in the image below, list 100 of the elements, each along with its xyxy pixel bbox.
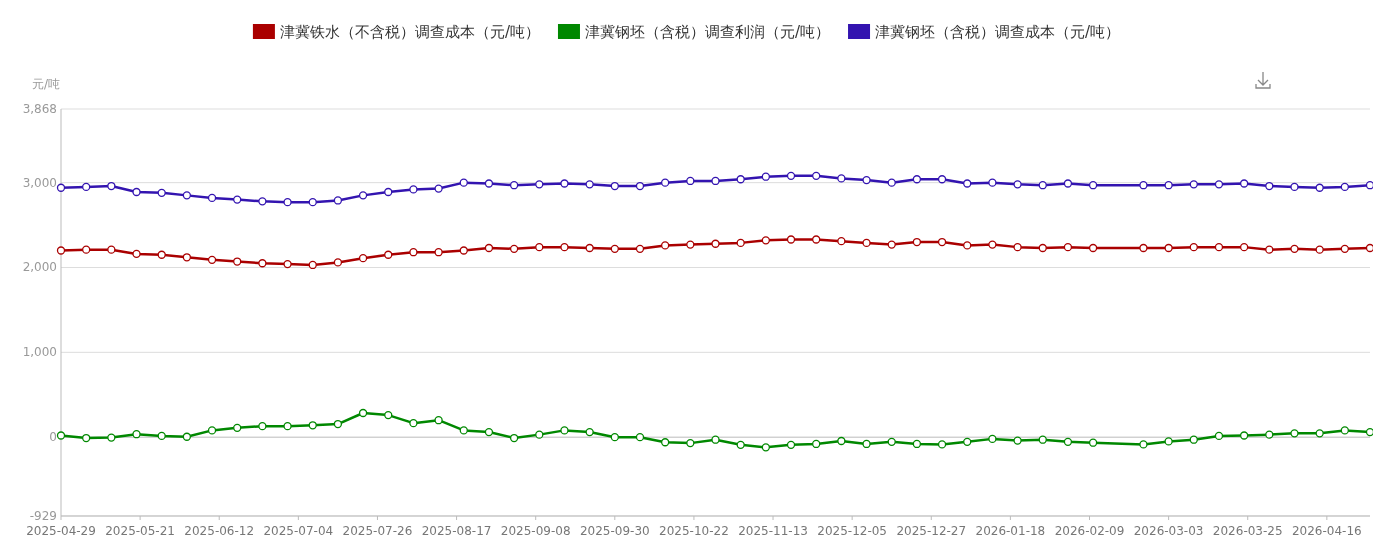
- point: [484, 427, 494, 437]
- point: [56, 183, 66, 192]
- point: [560, 242, 569, 252]
- point: [157, 250, 166, 259]
- x-tick-label: 2025-12-05: [817, 524, 888, 538]
- point: [1139, 243, 1148, 253]
- x-tick-label: 2025-09-08: [500, 524, 571, 538]
- point: [1290, 182, 1299, 192]
- legend-label: 津冀铁水（不含税）调查成本（元/吨）: [279, 23, 540, 41]
- point: [635, 244, 645, 253]
- point: [384, 410, 393, 420]
- x-tick-label: 2025-04-29: [26, 524, 96, 538]
- point: [1063, 437, 1073, 446]
- point: [1315, 183, 1324, 192]
- point: [862, 175, 871, 185]
- point: [258, 259, 267, 268]
- point: [1340, 244, 1349, 253]
- point: [736, 440, 745, 449]
- x-tick-label: 2025-07-26: [342, 524, 413, 538]
- point: [988, 178, 997, 187]
- point: [812, 439, 821, 449]
- point: [308, 421, 317, 430]
- point: [1013, 180, 1022, 189]
- point: [258, 197, 267, 206]
- x-tick-label: 2026-03-25: [1212, 524, 1283, 538]
- point: [207, 255, 217, 264]
- point: [283, 422, 292, 431]
- point: [887, 240, 896, 249]
- point: [661, 438, 670, 447]
- point: [484, 243, 494, 253]
- point: [409, 248, 418, 257]
- x-tick-label: 2025-05-21: [105, 524, 175, 538]
- point: [585, 243, 594, 253]
- y-tick-label: 3,000: [22, 175, 57, 190]
- point: [1340, 426, 1349, 435]
- point: [1365, 243, 1373, 253]
- point: [610, 244, 619, 253]
- point: [1239, 431, 1249, 440]
- point: [711, 435, 720, 444]
- point: [585, 427, 594, 437]
- point: [937, 237, 947, 247]
- point: [1265, 181, 1274, 191]
- point: [761, 443, 770, 452]
- x-tick-label: 2026-01-18: [975, 524, 1046, 538]
- point: [409, 185, 418, 194]
- y-tick-label: 0: [49, 430, 57, 445]
- point: [132, 249, 141, 259]
- x-tick-label: 2025-08-17: [421, 524, 492, 538]
- point: [384, 250, 393, 259]
- point: [1088, 181, 1098, 190]
- point: [1139, 181, 1148, 190]
- point: [434, 248, 443, 257]
- point: [459, 426, 468, 435]
- point: [484, 179, 494, 188]
- point: [358, 408, 368, 418]
- point: [610, 433, 619, 442]
- point: [182, 432, 192, 441]
- point: [333, 258, 343, 267]
- point: [82, 245, 91, 254]
- point: [1315, 429, 1324, 438]
- y-tick-label: 3,868: [22, 102, 57, 116]
- point: [1265, 245, 1274, 254]
- point: [333, 196, 343, 205]
- point: [761, 172, 770, 181]
- point: [459, 178, 468, 187]
- point: [233, 195, 242, 204]
- point: [1013, 242, 1022, 252]
- point: [56, 246, 66, 255]
- point: [157, 188, 166, 197]
- point: [1189, 435, 1198, 444]
- point: [862, 439, 871, 449]
- point: [686, 438, 695, 448]
- point: [963, 437, 972, 446]
- point: [1063, 179, 1073, 188]
- point: [107, 181, 116, 191]
- point: [182, 253, 192, 262]
- point: [912, 237, 922, 247]
- point: [1365, 181, 1373, 190]
- point: [560, 179, 569, 188]
- point: [862, 238, 871, 248]
- point: [686, 240, 695, 249]
- point: [1365, 427, 1373, 437]
- point: [1038, 181, 1047, 190]
- point: [1088, 243, 1098, 253]
- y-tick-label: -929: [29, 509, 57, 523]
- point: [786, 235, 796, 244]
- point: [384, 187, 393, 197]
- point: [308, 198, 317, 207]
- point: [459, 246, 468, 255]
- point: [711, 239, 720, 248]
- point: [1164, 243, 1173, 253]
- point: [333, 419, 343, 429]
- point: [661, 241, 670, 250]
- point: [207, 426, 217, 435]
- point: [560, 426, 569, 435]
- point: [1038, 243, 1047, 253]
- point: [233, 257, 242, 266]
- y-tick-label: 2,000: [22, 260, 57, 275]
- point: [182, 191, 192, 200]
- point: [107, 433, 116, 442]
